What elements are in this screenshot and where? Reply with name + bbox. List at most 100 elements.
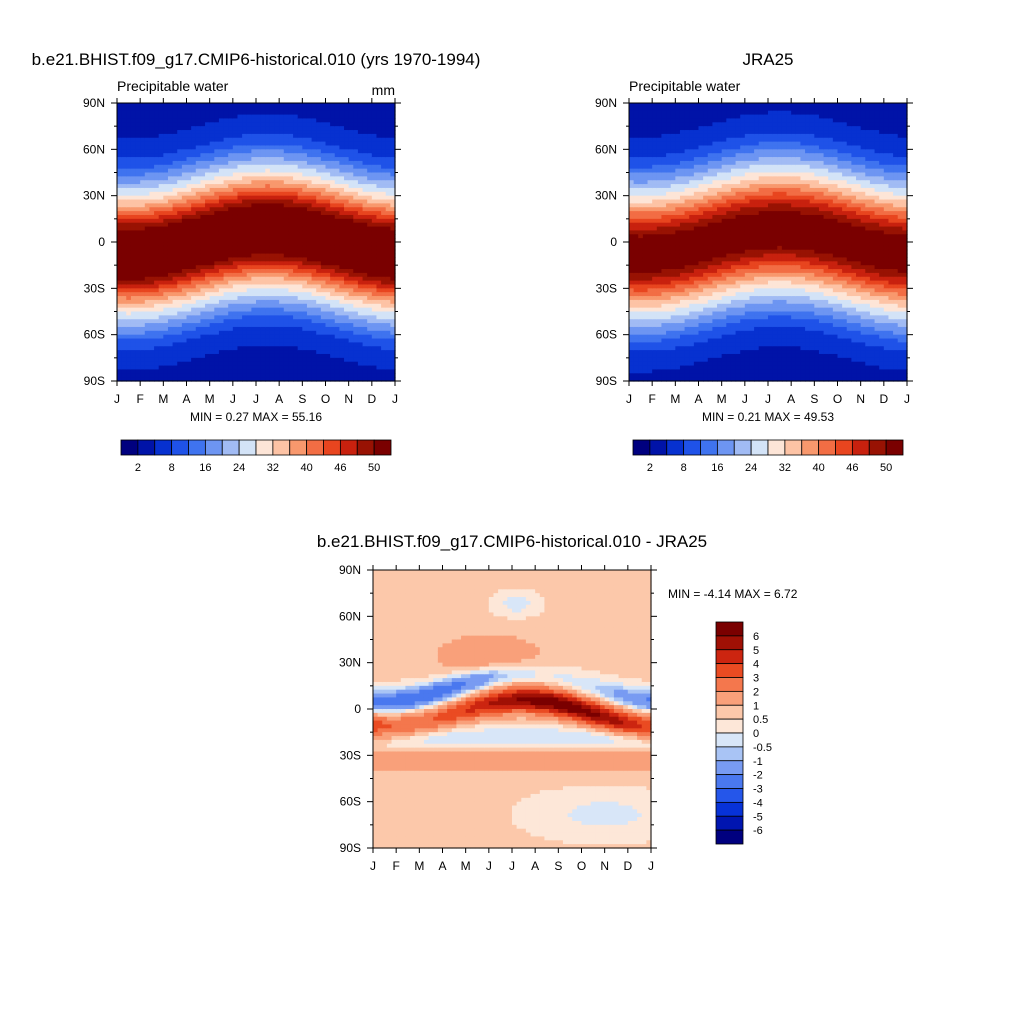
colorbar-swatch	[339, 439, 358, 456]
colorbar-swatch	[868, 439, 887, 456]
x-tick-label: D	[623, 859, 632, 873]
y-tick-label: 60N	[595, 142, 617, 156]
colorbar-swatch	[715, 732, 744, 748]
x-tick-label: A	[438, 859, 446, 873]
y-tick-label: 90S	[596, 374, 617, 388]
x-tick-label: N	[856, 392, 865, 406]
x-tick-label: J	[742, 392, 748, 406]
colorbar-swatch	[750, 439, 769, 456]
y-tick-label: 60S	[84, 328, 105, 342]
colorbar-swatch	[715, 663, 744, 678]
colorbar-swatch	[715, 718, 744, 734]
colorbar-label: 50	[880, 462, 892, 474]
colorbar-label: 32	[779, 462, 791, 474]
x-tick-label: M	[205, 392, 215, 406]
x-tick-label: M	[158, 392, 168, 406]
panel-difference: b.e21.BHIST.f09_g17.CMIP6-historical.010…	[317, 532, 798, 873]
colorbar-label: 0.5	[753, 714, 768, 726]
colorbar-label: 16	[711, 462, 723, 474]
x-tick-label: N	[600, 859, 609, 873]
colorbar-label: 8	[681, 462, 687, 474]
x-tick-label: J	[253, 392, 259, 406]
colorbar-label: -5	[753, 811, 763, 823]
colorbar-swatch	[238, 439, 257, 456]
colorbar-label: 2	[135, 462, 141, 474]
x-tick-label: S	[810, 392, 818, 406]
colorbar-label: 32	[267, 462, 279, 474]
colorbar-swatch	[323, 439, 341, 456]
x-tick-label: M	[717, 392, 727, 406]
x-tick-label: A	[531, 859, 539, 873]
colorbar-swatch	[715, 815, 744, 831]
colorbar-label: 3	[753, 673, 759, 685]
colorbar-swatch	[120, 439, 139, 456]
panel-title: b.e21.BHIST.f09_g17.CMIP6-historical.010…	[32, 50, 481, 69]
colorbar-label: 24	[745, 462, 757, 474]
colorbar-swatch	[188, 439, 206, 456]
colorbar-label: -0.5	[753, 742, 772, 754]
colorbar-swatch	[715, 704, 744, 720]
x-tick-label: D	[879, 392, 888, 406]
colorbar-label: -2	[753, 770, 763, 782]
colorbar-swatch	[715, 788, 744, 803]
x-tick-label: J	[230, 392, 236, 406]
x-tick-label: A	[182, 392, 190, 406]
colorbar: 2 8 16 24 32 40 46 50	[120, 439, 392, 474]
colorbar-label: -4	[753, 797, 763, 809]
x-tick-label: M	[670, 392, 680, 406]
colorbar-swatch	[715, 774, 744, 789]
y-tick-label: 90N	[339, 563, 361, 577]
colorbar-swatch	[221, 439, 240, 456]
x-tick-label: A	[787, 392, 795, 406]
colorbar-swatch	[171, 439, 189, 456]
colorbar: 6 5 4 32 1 0.5 0 -0.5 -1 -2 -3-4 -5 -6	[715, 621, 772, 845]
colorbar-swatch	[715, 635, 744, 651]
colorbar-label: 5	[753, 645, 759, 657]
colorbar-swatch	[715, 677, 744, 692]
colorbar-swatch	[289, 439, 308, 456]
colorbar-label: 2	[753, 686, 759, 698]
x-tick-label: J	[392, 392, 398, 406]
y-tick-label: 0	[354, 702, 361, 716]
colorbar-swatch	[801, 439, 820, 456]
y-tick-label: 60N	[83, 142, 105, 156]
x-tick-label: M	[461, 859, 471, 873]
colorbar-swatch	[306, 439, 324, 456]
min-max-stats: MIN = 0.21 MAX = 49.53	[702, 410, 834, 424]
x-tick-label: J	[114, 392, 120, 406]
colorbar-label: 24	[233, 462, 245, 474]
colorbar-label: 4	[753, 659, 759, 671]
panel-title: JRA25	[742, 50, 793, 69]
y-tick-label: 30S	[340, 748, 361, 762]
x-tick-label: O	[833, 392, 842, 406]
colorbar-label: 40	[301, 462, 313, 474]
left-label: Precipitable water	[629, 78, 741, 94]
colorbar-swatch	[154, 439, 173, 456]
y-tick-label: 60S	[340, 795, 361, 809]
y-tick-label: 90N	[595, 96, 617, 110]
colorbar-label: 1	[753, 700, 759, 712]
colorbar-swatch	[715, 649, 744, 665]
colorbar-swatch	[272, 439, 291, 456]
colorbar-swatch	[356, 439, 375, 456]
x-tick-label: J	[648, 859, 654, 873]
x-tick-label: J	[626, 392, 632, 406]
x-tick-label: A	[694, 392, 702, 406]
colorbar-label: 46	[334, 462, 346, 474]
x-tick-label: A	[275, 392, 283, 406]
x-tick-label: J	[486, 859, 492, 873]
panel-model: b.e21.BHIST.f09_g17.CMIP6-historical.010…	[32, 50, 481, 474]
colorbar-swatch	[851, 439, 870, 456]
colorbar-swatch	[683, 439, 701, 456]
colorbar-swatch	[715, 621, 744, 637]
x-tick-label: N	[344, 392, 353, 406]
panel-reanalysis: JRA25 Precipitable water J F M A M J J A S O N D J90…	[595, 50, 913, 474]
colorbar-swatch	[715, 690, 744, 706]
colorbar-swatch	[715, 760, 744, 776]
colorbar-swatch	[255, 439, 274, 456]
colorbar-swatch	[715, 829, 744, 845]
x-tick-label: S	[554, 859, 562, 873]
x-tick-label: O	[577, 859, 586, 873]
